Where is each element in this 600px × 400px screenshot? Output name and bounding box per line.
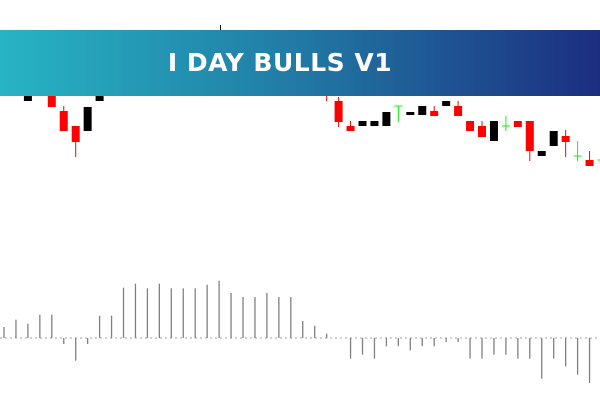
- candle-body: [549, 131, 558, 146]
- candle-body: [418, 106, 427, 115]
- candle: [406, 112, 415, 115]
- candle: [358, 121, 367, 126]
- candle-body: [537, 151, 546, 156]
- candle-body: [382, 112, 391, 126]
- candle: [394, 105, 403, 122]
- candle-body: [561, 136, 570, 142]
- candle: [561, 130, 570, 157]
- candle-body: [346, 126, 355, 131]
- candle-body: [442, 101, 451, 106]
- candle-body: [23, 93, 32, 101]
- candle-body: [525, 121, 534, 151]
- candle: [537, 151, 546, 156]
- candle-body: [47, 90, 56, 107]
- candle: [382, 112, 391, 126]
- candle: [370, 121, 379, 126]
- title-banner: I DAY BULLS V1: [0, 30, 600, 96]
- candle: [513, 121, 522, 127]
- candle-body: [370, 121, 379, 126]
- candle: [71, 126, 80, 157]
- candle-body: [334, 101, 343, 122]
- candle-body: [83, 107, 92, 131]
- banner-title: I DAY BULLS V1: [167, 48, 393, 77]
- candle: [573, 141, 582, 161]
- candle: [478, 121, 486, 137]
- candle-body: [95, 94, 104, 101]
- candle-body: [59, 111, 68, 131]
- candle: [525, 121, 534, 161]
- candle: [59, 106, 68, 131]
- candle: [334, 97, 343, 127]
- candle: [83, 107, 92, 131]
- candle-body: [478, 126, 486, 137]
- candle: [430, 106, 439, 116]
- candle: [442, 101, 451, 106]
- candlestick-series: [23, 88, 600, 166]
- candle: [501, 116, 510, 131]
- candle-body: [454, 106, 463, 116]
- candle-body: [71, 126, 80, 142]
- candle: [466, 121, 475, 131]
- candle: [454, 101, 463, 116]
- candle: [418, 106, 427, 115]
- candle-body: [489, 121, 498, 141]
- candle-body: [466, 121, 475, 131]
- candle-body: [358, 121, 367, 126]
- candle: [346, 121, 355, 131]
- candle-body: [513, 121, 522, 127]
- candle-body: [406, 112, 415, 115]
- candle: [549, 131, 558, 146]
- candle-body: [430, 111, 439, 116]
- histogram-series: [3, 280, 591, 383]
- candle: [489, 121, 498, 141]
- candle-body: [585, 160, 594, 166]
- candle: [585, 151, 594, 166]
